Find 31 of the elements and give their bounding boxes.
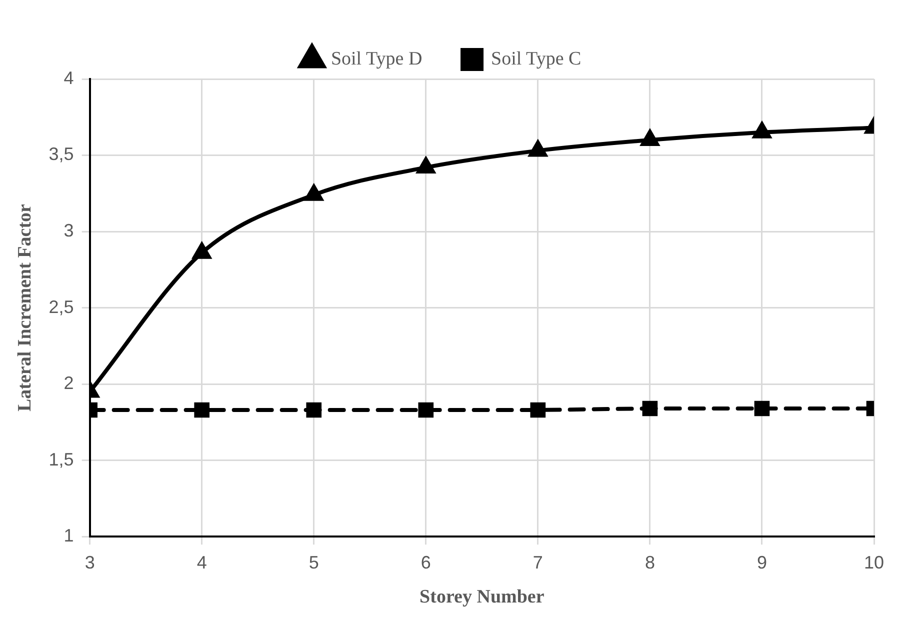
y-tick-label: 4 [64, 68, 74, 88]
y-tick-label: 2 [64, 373, 74, 394]
y-axis-title: Lateral Increment Factor [14, 203, 36, 412]
point [304, 184, 323, 201]
point [754, 400, 770, 416]
y-tick-label: 3,5 [48, 144, 74, 164]
point [418, 402, 434, 418]
legend-label: Soil Type D [330, 48, 422, 70]
x-axis-title: Storey Number [420, 586, 545, 608]
point [194, 402, 210, 418]
legend-label: Soil Type C [491, 48, 582, 70]
y-tick-label: 1,5 [48, 449, 74, 470]
point [753, 122, 771, 138]
x-tick-label: 8 [644, 552, 655, 572]
point [530, 402, 546, 418]
x-tick-label: 4 [196, 552, 207, 572]
point [192, 242, 211, 259]
y-tick-label: 3 [64, 220, 74, 240]
point [642, 400, 658, 416]
point [641, 130, 659, 146]
x-tick-label: 7 [532, 552, 543, 572]
x-tick-label: 6 [420, 552, 431, 572]
x-tick-label: 5 [308, 552, 319, 572]
x-tick-label: 10 [864, 552, 884, 572]
point [528, 140, 547, 157]
point [416, 157, 435, 174]
y-tick-label: 1 [64, 526, 74, 546]
point [306, 402, 322, 418]
x-tick-label: 3 [84, 552, 95, 572]
x-tick-label: 9 [756, 552, 767, 572]
y-tick-label: 2,5 [48, 296, 74, 317]
